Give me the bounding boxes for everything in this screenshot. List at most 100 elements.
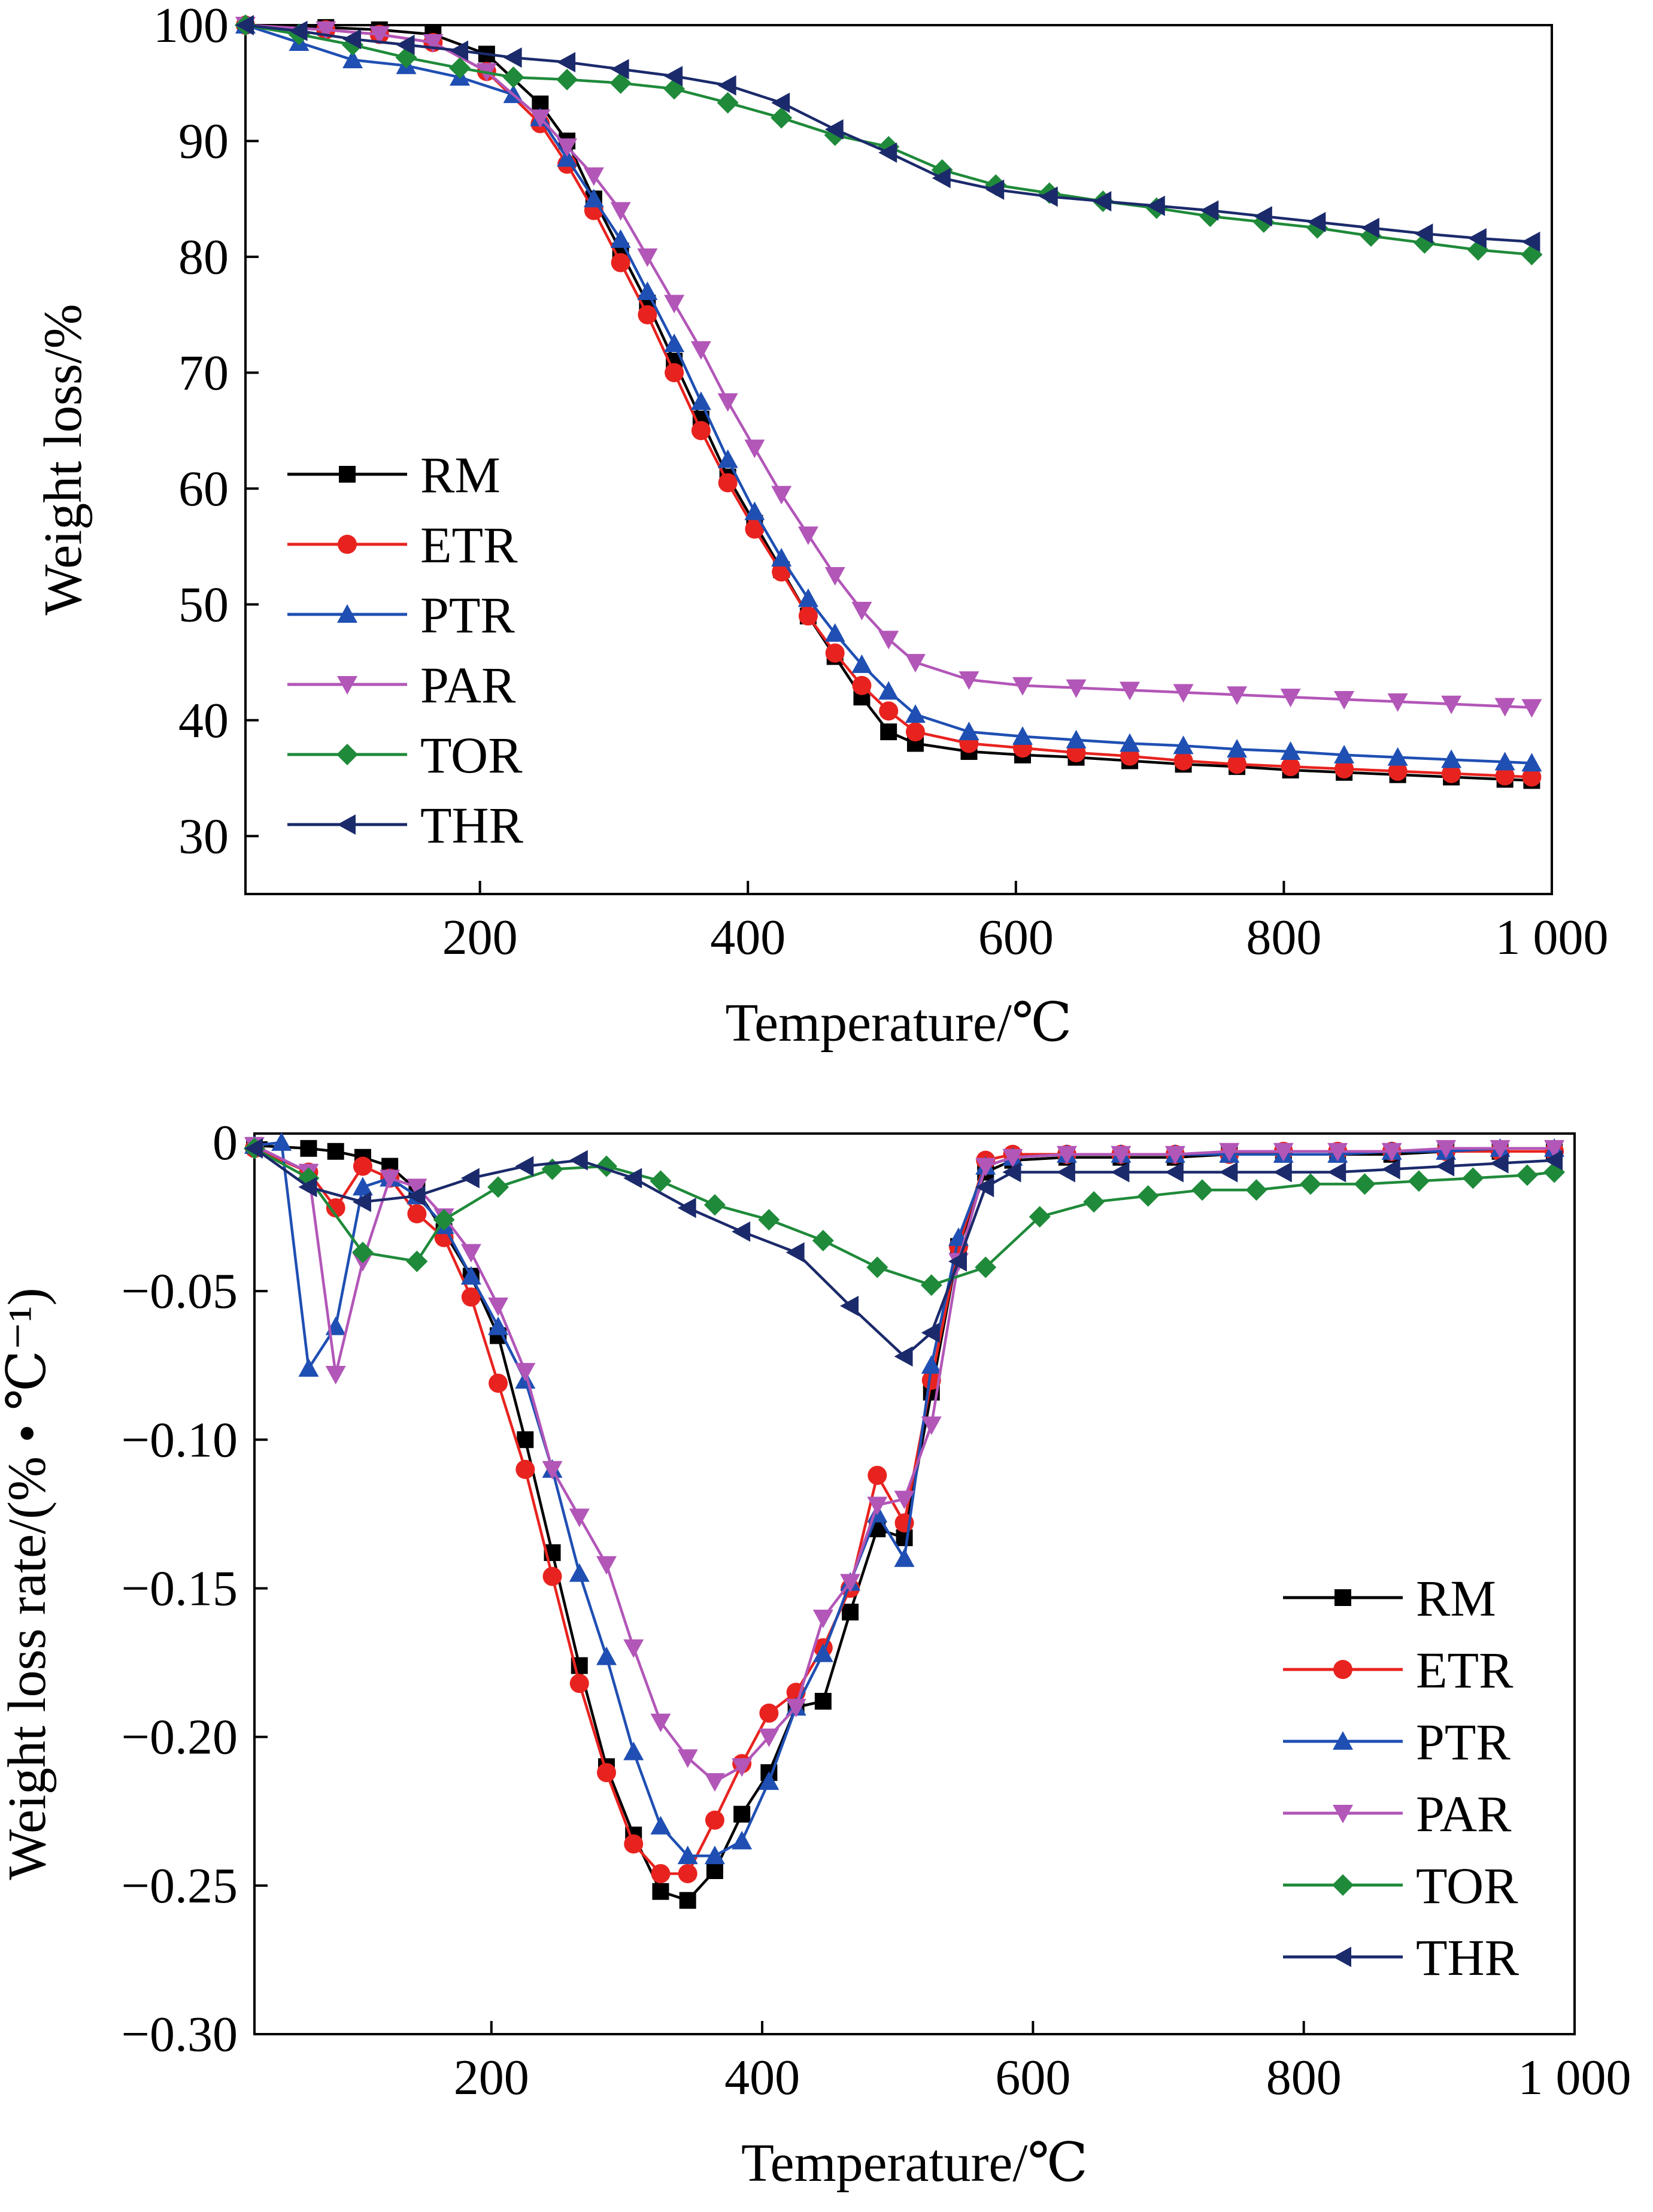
data-point-par: [732, 1758, 753, 1777]
data-point-thr: [569, 1150, 588, 1171]
legend-marker: [1334, 1589, 1351, 1606]
data-point-etr: [921, 1370, 941, 1390]
data-point-par: [812, 1610, 833, 1629]
data-point-rm: [652, 1883, 669, 1900]
data-point-ptr: [637, 281, 658, 300]
data-point-thr: [1436, 1156, 1455, 1177]
data-point-etr: [638, 305, 657, 325]
data-point-thr: [1490, 1153, 1509, 1174]
data-point-tor: [1029, 1205, 1051, 1228]
data-point-thr: [1327, 1162, 1346, 1183]
data-point-etr: [852, 675, 872, 695]
data-point-ptr: [771, 547, 792, 566]
data-point-ptr: [812, 1643, 833, 1662]
x-tick-label: 1 000: [1518, 2050, 1631, 2105]
data-point-ptr: [921, 1355, 942, 1374]
series-tor: [244, 1137, 1566, 1296]
data-point-tor: [920, 1274, 942, 1296]
legend: RM ETR PTR PAR TOR THR: [287, 446, 524, 854]
data-point-par: [1490, 1140, 1511, 1159]
data-point-etr: [597, 1763, 616, 1783]
data-point-thr: [1360, 217, 1379, 238]
legend-label: THR: [420, 796, 524, 854]
data-point-ptr: [623, 1741, 644, 1760]
data-point-tor: [1083, 1191, 1105, 1213]
y-tick-label: −0.25: [122, 1858, 238, 1914]
data-point-tor: [1516, 1164, 1538, 1186]
data-point-tor: [556, 68, 578, 90]
data-point-thr: [1039, 186, 1058, 207]
plot-frame: [253, 1132, 1576, 2035]
data-point-par: [407, 1178, 427, 1198]
legend-marker: [337, 814, 356, 835]
legend-label: TOR: [420, 726, 523, 784]
data-point-etr: [489, 1373, 508, 1393]
data-point-thr: [557, 51, 576, 72]
data-point-ptr: [1227, 739, 1248, 758]
data-point-par: [797, 526, 818, 546]
data-point-tor: [1191, 1179, 1214, 1201]
data-point-etr: [1227, 754, 1247, 774]
series-tor: [235, 14, 1543, 266]
legend-label: PAR: [420, 656, 516, 714]
y-tick-label: 30: [178, 808, 229, 864]
data-point-par: [1441, 695, 1462, 714]
data-point-ptr: [583, 189, 604, 208]
data-point-thr: [515, 1156, 534, 1177]
data-point-par: [460, 1244, 481, 1263]
y-tick-label: 90: [178, 113, 229, 169]
data-point-etr: [825, 643, 845, 663]
legend-label: TOR: [1416, 1857, 1518, 1914]
legend-marker: [1333, 1660, 1352, 1679]
data-point-etr: [1442, 763, 1461, 783]
data-point-thr: [1146, 195, 1165, 216]
data-point-tor: [351, 1241, 374, 1263]
legend-marker: [1332, 1874, 1354, 1896]
data-point-tor: [406, 1250, 428, 1272]
data-point-thr: [289, 20, 308, 41]
data-point-ptr: [1012, 726, 1033, 745]
data-point-thr: [407, 1186, 426, 1207]
x-axis-title: Temperature/℃: [725, 993, 1072, 1053]
x-tick-label: 800: [1246, 910, 1321, 965]
data-point-thr: [840, 1295, 859, 1316]
data-point-ptr: [557, 148, 578, 167]
data-point-etr: [569, 1674, 589, 1693]
data-point-ptr: [744, 501, 765, 520]
data-point-par: [894, 1490, 915, 1510]
data-point-ptr: [1441, 749, 1462, 768]
data-point-tor: [1462, 1167, 1484, 1189]
data-point-ptr: [1066, 729, 1087, 749]
data-point-par: [867, 1496, 888, 1516]
legend-label: ETR: [1416, 1641, 1514, 1699]
data-point-thr: [1414, 223, 1433, 244]
y-tick-label: 100: [153, 0, 229, 53]
legend-marker: [337, 676, 357, 695]
data-point-par: [423, 34, 444, 53]
data-point-etr: [353, 1156, 372, 1176]
data-point-par: [1381, 1143, 1402, 1162]
data-point-etr: [461, 1287, 481, 1307]
data-point-etr: [678, 1863, 697, 1883]
data-point-rm: [814, 1693, 832, 1710]
data-point-par: [623, 1639, 644, 1658]
data-point-etr: [1495, 766, 1515, 786]
data-point-par: [1002, 1149, 1023, 1168]
data-point-etr: [515, 1459, 535, 1479]
data-point-par: [744, 440, 765, 459]
data-point-thr: [610, 59, 629, 80]
data-point-etr: [665, 363, 684, 383]
data-point-thr: [1467, 228, 1487, 249]
y-tick-label: −0.10: [122, 1412, 238, 1468]
series-line-etr: [254, 1147, 1555, 1875]
y-tick-label: 70: [178, 345, 229, 401]
data-point-thr: [460, 1168, 480, 1189]
data-point-par: [1012, 677, 1033, 696]
data-point-ptr: [1120, 733, 1141, 752]
data-point-tor: [703, 1194, 726, 1216]
data-point-tor: [502, 66, 524, 89]
data-point-thr: [921, 1322, 940, 1343]
data-point-etr: [624, 1834, 644, 1854]
